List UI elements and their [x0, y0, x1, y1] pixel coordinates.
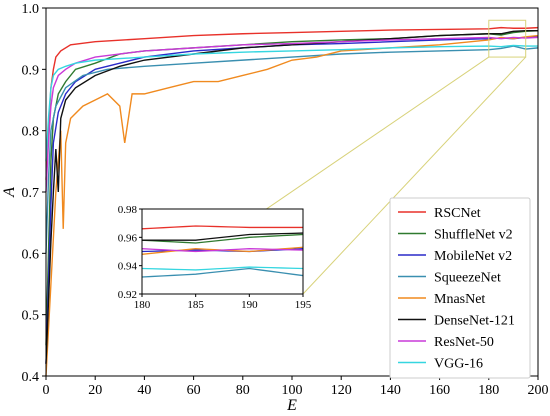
legend-label: MnasNet: [434, 292, 485, 307]
inset-y-axis-ticks: 0.92 0.94 0.96 0.98: [118, 204, 142, 301]
series-line-3: [45, 45, 539, 254]
inset-y-tick-label: 0.92: [118, 289, 137, 301]
x-tick-label: 200: [528, 383, 549, 398]
series-line-4: [45, 34, 539, 377]
inset-frame: [141, 208, 304, 295]
x-tick-label: 160: [429, 383, 450, 398]
inset-series-line-7: [142, 266, 303, 271]
inset-series-line-2: [142, 248, 303, 253]
inset-series-line-6: [142, 248, 303, 253]
y-axis-label: A: [1, 187, 18, 198]
x-tick-label: 80: [236, 383, 250, 398]
x-tick-label: 120: [331, 383, 352, 398]
legend-label: VGG-16: [434, 357, 483, 372]
zoom-connector-line: [302, 56, 527, 295]
x-axis-label: E: [286, 397, 297, 414]
x-tick-label: 20: [88, 383, 102, 398]
legend-label: DenseNet-121: [434, 314, 515, 329]
x-tick-label: 0: [43, 383, 50, 398]
legend: RSCNet ShuffleNet v2 MobileNet v2 SqueezeNe…: [389, 197, 531, 379]
x-tick-label: 140: [380, 383, 401, 398]
series-line-6: [45, 36, 539, 193]
x-tick-label: 180: [478, 383, 499, 398]
main-series-group: [45, 26, 539, 377]
x-tick-label: 40: [137, 383, 151, 398]
legend-items: RSCNet ShuffleNet v2 MobileNet v2 SqueezeNe…: [398, 206, 515, 372]
legend-label: ShuffleNet v2: [434, 228, 513, 243]
inset-x-tick-label: 180: [134, 299, 151, 311]
x-tick-label: 100: [282, 383, 303, 398]
inset-series-line-3: [142, 267, 303, 278]
legend-label: SqueezeNet: [434, 271, 501, 286]
series-line-7: [45, 44, 538, 162]
zoom-region-box: [488, 19, 527, 58]
inset-zoom-plot: 180 185 190 195 0.92 0.94 0.96 0.98: [118, 204, 312, 311]
y-tick-label: 0.9: [22, 63, 40, 78]
legend-label: MobileNet v2: [434, 249, 512, 264]
y-tick-label: 0.4: [22, 370, 40, 385]
legend-label: RSCNet: [434, 206, 481, 221]
series-line-0: [45, 26, 539, 180]
y-tick-label: 0.8: [22, 125, 40, 140]
inset-series-line-1: [142, 233, 303, 244]
inset-series-line-0: [142, 225, 303, 230]
series-line-5: [45, 29, 538, 364]
y-tick-label: 1.0: [22, 2, 40, 17]
inset-series-group: [142, 225, 303, 278]
x-tick-label: 60: [187, 383, 201, 398]
inset-x-tick-label: 190: [241, 299, 258, 311]
y-tick-label: 0.5: [22, 309, 40, 324]
legend-label: ResNet-50: [434, 335, 494, 350]
inset-series-line-5: [142, 232, 303, 241]
inset-y-tick-label: 0.94: [118, 261, 138, 273]
inset-x-axis-ticks: 180 185 190 195: [134, 294, 312, 311]
inset-y-tick-label: 0.98: [118, 204, 138, 216]
y-tick-label: 0.7: [22, 186, 40, 201]
inset-x-tick-label: 185: [187, 299, 204, 311]
x-axis-ticks: 0 20 40 60 80 100 120 140 160 180 200: [43, 376, 549, 398]
y-tick-label: 0.6: [22, 247, 40, 262]
legend-box: [389, 197, 531, 379]
inset-x-tick-label: 195: [295, 299, 312, 311]
y-axis-ticks: 0.4 0.5 0.6 0.7 0.8 0.9 1.0: [22, 2, 46, 385]
inset-y-tick-label: 0.96: [118, 232, 138, 244]
